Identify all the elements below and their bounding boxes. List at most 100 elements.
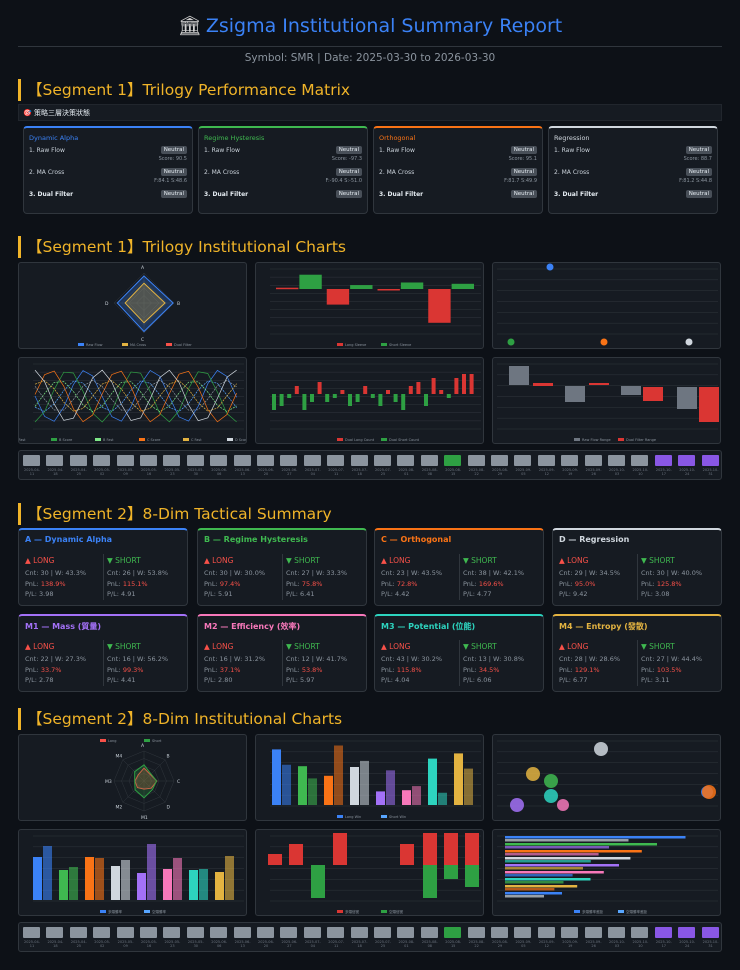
signal-date: 2025-06-20 bbox=[258, 940, 274, 948]
long-winrate-bar bbox=[59, 870, 68, 900]
dim-short-stats: ▼ SHORT Cnt: 38 | W: 42.1% PnL: 169.6% P/L:… bbox=[463, 556, 539, 600]
signal-date: 2025-08-15 bbox=[445, 468, 462, 476]
trilogy-row-score: F:81.7 S:49.9 bbox=[504, 178, 537, 184]
dual-count-bar bbox=[424, 394, 428, 406]
signal-cell bbox=[420, 455, 438, 466]
signal-cell bbox=[514, 927, 532, 938]
legend-label: 多頭勝率 bbox=[108, 909, 122, 914]
chart-8dim-signals: 多頭信號 空頭信號 bbox=[255, 829, 484, 916]
signal-bar bbox=[444, 865, 458, 879]
range-bar bbox=[533, 383, 553, 386]
radar-spoke bbox=[122, 759, 145, 782]
gap-hbar bbox=[505, 864, 619, 867]
signal-date: 2025-10-24 bbox=[679, 468, 696, 476]
legend-label: B Fast bbox=[103, 438, 114, 442]
long-pnl-value: 33.7% bbox=[40, 665, 62, 674]
signal-date: 2025-06-27 bbox=[281, 468, 298, 476]
short-direction-label: ▼ SHORT bbox=[641, 556, 675, 565]
range-bar bbox=[589, 383, 609, 385]
legend-swatch bbox=[337, 815, 343, 818]
dual-count-bar bbox=[355, 394, 360, 402]
signal-cell bbox=[654, 927, 672, 938]
short-sleeve-bar bbox=[350, 285, 373, 289]
dual-count-bar bbox=[416, 382, 421, 394]
status-badge: Neutral bbox=[335, 190, 362, 198]
score-line bbox=[34, 369, 237, 422]
bubble-point bbox=[510, 798, 524, 812]
dim-card-name: B — Regime Hysteresis bbox=[204, 535, 308, 544]
legend-label: MA Cross bbox=[130, 343, 146, 347]
short-count-winrate: Cnt: 27 | W: 44.4% bbox=[641, 655, 703, 663]
gap-hbar bbox=[505, 857, 631, 860]
dim-card-divider bbox=[637, 640, 638, 686]
dim-short-stats: ▼ SHORT Cnt: 13 | W: 30.8% PnL: 34.5% P/L: … bbox=[463, 642, 539, 686]
long-pnl-value: 115.8% bbox=[396, 665, 422, 674]
signal-date: 2025-10-10 bbox=[632, 468, 649, 476]
legend-swatch bbox=[381, 438, 387, 441]
dim-long-stats: ▲ LONG Cnt: 29 | W: 34.5% PnL: 95.0% P/L: 9… bbox=[559, 556, 635, 600]
short-pnl-value: 53.8% bbox=[301, 665, 323, 674]
signal-cell bbox=[631, 927, 649, 938]
signal-date: 2025-05-16 bbox=[141, 940, 157, 948]
gap-hbar bbox=[505, 871, 604, 874]
trilogy-row-label: 3. Dual Filter bbox=[554, 191, 599, 198]
signal-date: 2025-06-13 bbox=[234, 468, 251, 476]
legend-swatch bbox=[183, 438, 189, 441]
long-win-bar bbox=[428, 758, 437, 805]
signal-date: 2025-04-11 bbox=[24, 468, 40, 476]
chart-dual-counts: Dual Long Count Dual Short Count bbox=[255, 357, 484, 444]
long-win-bar bbox=[272, 749, 281, 805]
legend-swatch bbox=[100, 739, 106, 742]
signal-cell bbox=[444, 927, 462, 938]
long-win-bar bbox=[454, 753, 463, 805]
gap-hbar bbox=[505, 860, 591, 863]
trilogy-row: 1. Raw Flow Neutral Score: 88.7 bbox=[554, 146, 712, 169]
long-pl-ratio: P/L: 2.78 bbox=[25, 676, 54, 684]
radar-spoke bbox=[122, 780, 145, 803]
short-pnl-value: 75.8% bbox=[301, 579, 323, 588]
legend-swatch bbox=[618, 438, 624, 441]
long-pnl-value: 97.4% bbox=[219, 579, 241, 588]
trilogy-row: 3. Dual Filter Neutral bbox=[554, 190, 712, 213]
trilogy-row: 3. Dual Filter Neutral bbox=[379, 190, 537, 213]
decision-state-bar: 🎯 策略三層決策狀態 bbox=[18, 104, 722, 121]
score-line bbox=[34, 369, 237, 422]
short-pl-ratio: P/L: 3.11 bbox=[641, 676, 670, 684]
long-sleeve-bar bbox=[276, 287, 299, 290]
signal-date: 2025-04-18 bbox=[47, 468, 64, 476]
signal-date: 2025-10-31 bbox=[702, 940, 719, 948]
dual-count-bar bbox=[287, 394, 292, 398]
status-badge: Neutral bbox=[335, 168, 362, 176]
legend-label: Long bbox=[108, 739, 116, 743]
radar-axis-label: B bbox=[177, 301, 180, 307]
signal-cell bbox=[210, 927, 228, 938]
long-win-bar bbox=[376, 791, 385, 805]
section-title-trilogy-charts: 【Segment 1】Trilogy Institutional Charts bbox=[18, 236, 346, 258]
dim-short-stats: ▼ SHORT Cnt: 27 | W: 44.4% PnL: 103.5% P/L:… bbox=[641, 642, 717, 686]
short-winrate-bar bbox=[173, 858, 182, 900]
dual-count-bar bbox=[446, 394, 451, 398]
short-win-bar bbox=[334, 745, 343, 805]
signal-date: 2025-09-12 bbox=[538, 940, 555, 948]
dim-long-stats: ▲ LONG Cnt: 30 | W: 30.0% PnL: 97.4% P/L: 5… bbox=[204, 556, 280, 600]
short-pnl-line: PnL: 53.8% bbox=[286, 665, 362, 676]
legend-swatch bbox=[574, 438, 580, 441]
long-direction-label: ▲ LONG bbox=[381, 642, 411, 651]
signal-cell bbox=[93, 455, 111, 466]
gap-hbar bbox=[505, 850, 642, 853]
status-badge: Neutral bbox=[510, 168, 537, 176]
trilogy-card-name: Regime Hysteresis bbox=[204, 134, 265, 142]
legend-swatch bbox=[166, 343, 172, 346]
long-winrate-bar bbox=[189, 870, 198, 900]
range-bar bbox=[643, 387, 663, 401]
long-pnl-line: PnL: 37.1% bbox=[204, 665, 280, 676]
legend-swatch bbox=[95, 438, 101, 441]
long-direction-label: ▲ LONG bbox=[559, 642, 589, 651]
pnl-prefix: PnL: bbox=[463, 579, 479, 588]
chart-8dim-winbars: Long Win Short Win bbox=[255, 734, 484, 821]
trilogy-row: 2. MA Cross Neutral F:84.1 S:48.6 bbox=[29, 168, 187, 191]
trilogy-card-name: Orthogonal bbox=[379, 134, 416, 142]
signal-bar bbox=[465, 865, 479, 887]
pnl-prefix: PnL: bbox=[25, 665, 41, 674]
dim-short-stats: ▼ SHORT Cnt: 30 | W: 40.0% PnL: 125.8% P/L:… bbox=[641, 556, 717, 600]
